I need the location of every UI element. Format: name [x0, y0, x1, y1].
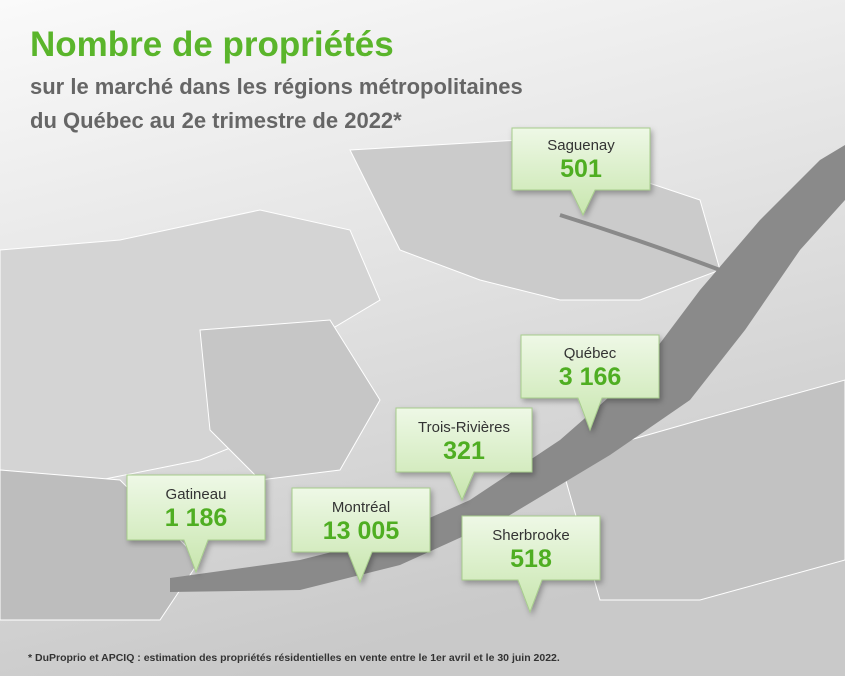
region-value: 321: [443, 437, 485, 465]
subtitle: sur le marché dans les régions métropoli…: [30, 74, 523, 99]
region-name: Trois-Rivières: [418, 419, 510, 436]
region-value: 3 166: [559, 363, 622, 391]
callout: Trois-Rivières 321: [395, 407, 533, 502]
callout: Gatineau 1 186: [126, 474, 266, 574]
region: [199, 319, 381, 481]
title: Nombre de propriétés: [30, 25, 394, 64]
callout: Québec 3 166: [520, 334, 660, 432]
region-name: Montréal: [332, 499, 390, 516]
river: [559, 213, 721, 272]
callout-box: [520, 334, 660, 432]
river: [170, 145, 845, 592]
footnote: * DuProprio et APCIQ : estimation des pr…: [28, 652, 560, 664]
region-name: Sherbrooke: [492, 527, 570, 544]
callout-box: [291, 487, 431, 584]
subtitle: du Québec au 2e trimestre de 2022*: [30, 108, 402, 133]
callout: Saguenay 501: [511, 127, 651, 217]
region-value: 13 005: [323, 517, 400, 545]
map: [0, 139, 845, 621]
region-name: Saguenay: [547, 137, 615, 154]
callout-box: [461, 515, 601, 614]
callout-box: [511, 127, 651, 217]
region-value: 1 186: [165, 504, 228, 532]
callout-box: [126, 474, 266, 574]
region-name: Gatineau: [166, 486, 227, 503]
callout-box: [395, 407, 533, 502]
callout: Sherbrooke 518: [461, 515, 601, 614]
region: [559, 379, 845, 601]
region-name: Québec: [564, 345, 617, 362]
region-value: 518: [510, 545, 552, 573]
region-value: 501: [560, 155, 602, 183]
callout: Montréal 13 005: [291, 487, 431, 584]
